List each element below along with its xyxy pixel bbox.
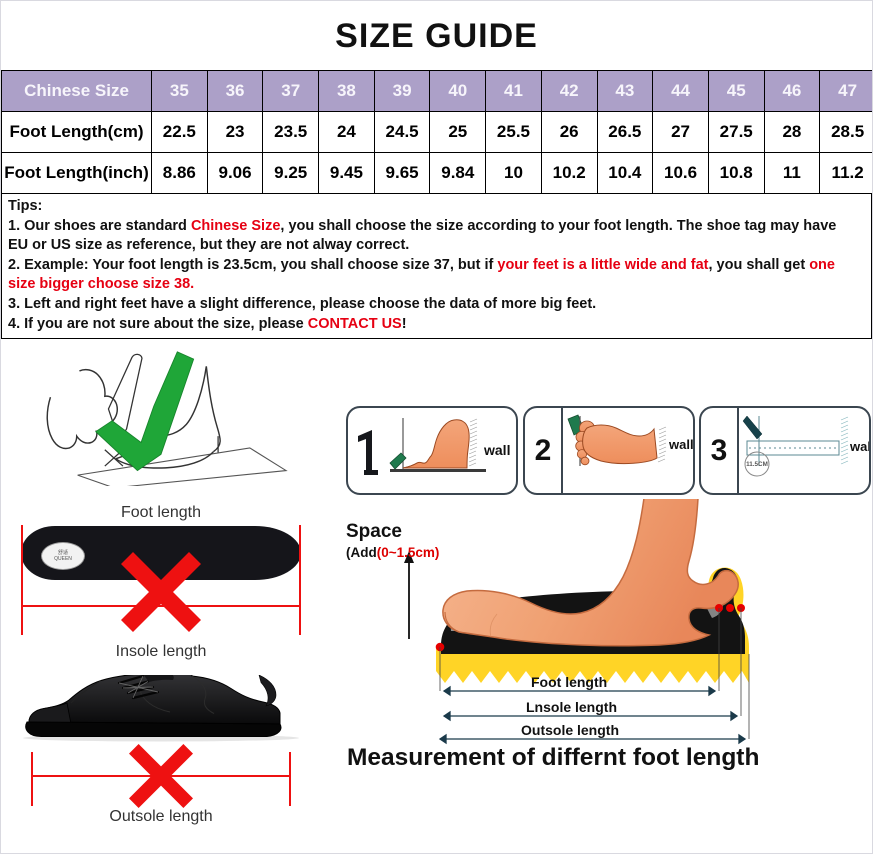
svg-text:11.5CM: 11.5CM <box>746 461 768 468</box>
svg-text:wall: wall <box>668 437 693 452</box>
svg-text:wall: wall <box>849 439 869 454</box>
svg-text:(Add(0~1.5cm): (Add(0~1.5cm) <box>346 545 439 560</box>
svg-text:Foot length: Foot length <box>531 674 607 690</box>
svg-text:Lnsole length: Lnsole length <box>526 699 617 715</box>
svg-text:Measurement of differnt foot l: Measurement of differnt foot length <box>347 744 759 771</box>
svg-text:Outsole length: Outsole length <box>521 722 619 738</box>
svg-text:wall: wall <box>483 442 510 458</box>
svg-text:Space: Space <box>346 521 402 542</box>
